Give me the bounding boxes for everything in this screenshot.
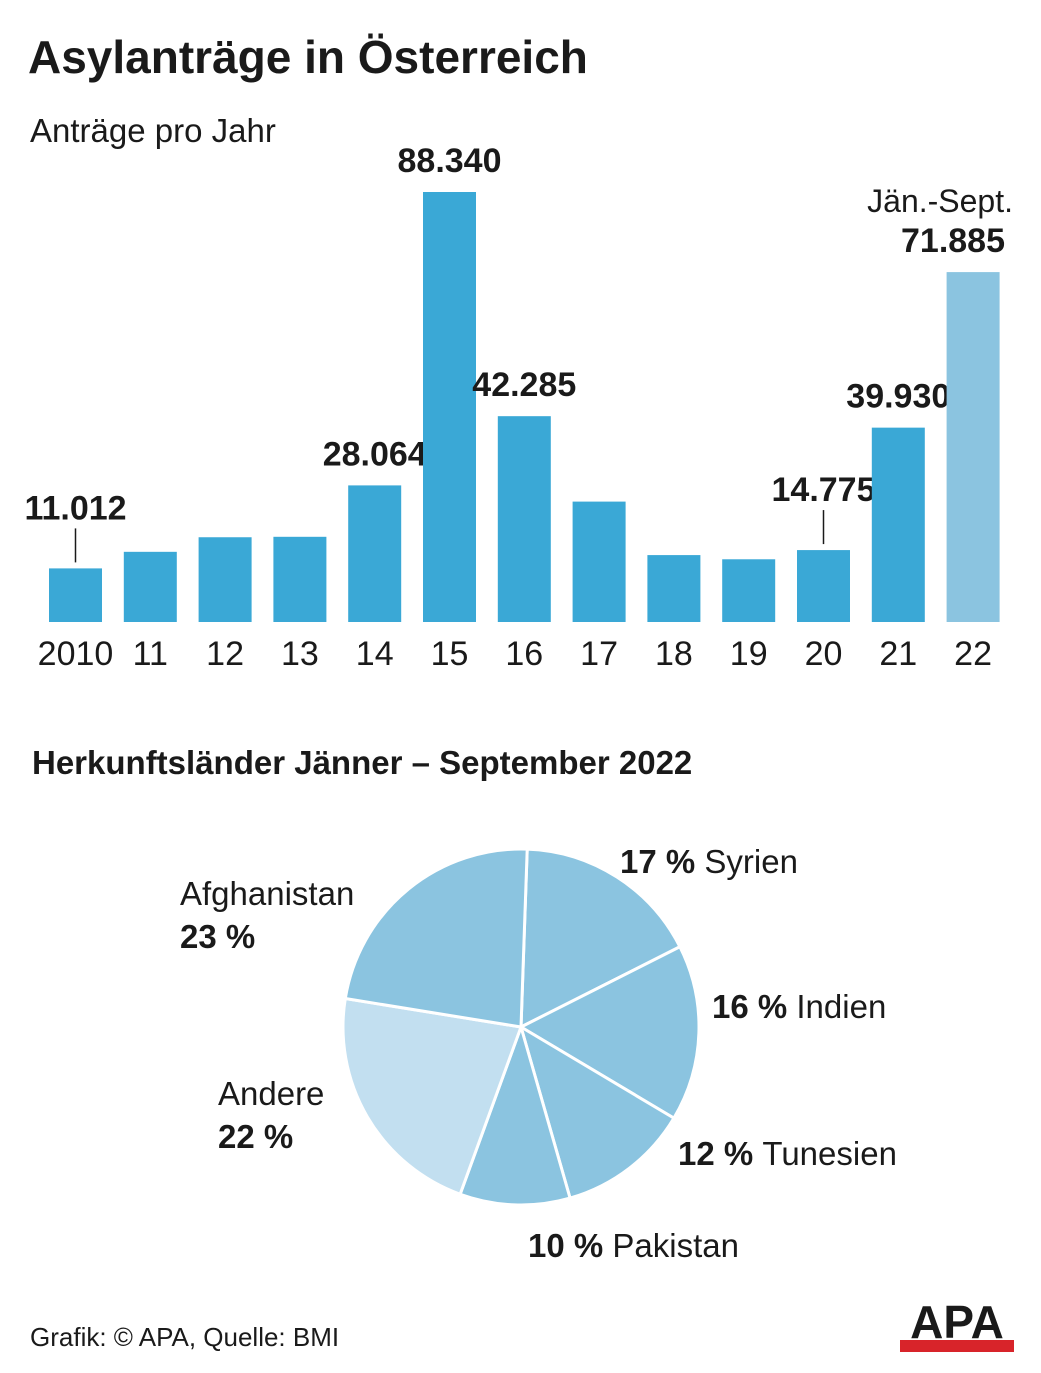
bar-14 [348,485,402,622]
pie-label-percent: 23 % [180,918,255,955]
data-label: 14.775 [772,471,876,509]
chart-subtitle: Anträge pro Jahr [30,112,276,149]
chart-title: Asylanträge in Österreich [28,31,588,83]
bar-12 [198,537,252,622]
bar-16 [497,416,551,622]
x-tick-label: 14 [356,635,394,673]
x-tick-label: 15 [431,635,469,673]
x-tick-label: 13 [281,635,319,673]
x-tick-label: 16 [505,635,543,673]
pie-label-name: Afghanistan [180,875,354,912]
pie-slice-syrien [519,847,682,1030]
bar-11 [123,551,177,622]
bar-17 [572,501,626,622]
pie-label-name: Andere [218,1075,324,1112]
x-tick-label: 20 [805,635,843,673]
x-tick-label: 18 [655,635,693,673]
bar-chart: 2010 11.012 11 12 13 14 28.064 15 88.340 16 42.285… [24,142,1013,673]
bar-15 [423,192,476,622]
x-tick-label: 21 [879,635,917,673]
pie-slice-indien [517,944,701,1121]
partial-year-note: Jän.-Sept. [867,183,1013,219]
bar-19 [722,559,776,622]
bar-18 [647,555,701,622]
source-credit: Grafik: © APA, Quelle: BMI [30,1322,340,1352]
data-label: 88.340 [398,142,502,180]
data-label: 39.930 [846,378,950,416]
bar-21 [871,427,925,622]
pie-label: 10 % Pakistan [528,1227,739,1264]
bar-22 [946,272,1000,622]
pie-label: 17 % Syrien [620,843,798,880]
pie-chart: 17 % Syrien 16 % Indien 12 % Tunesien 10 % … [180,843,897,1264]
pie-slice-andere [341,996,524,1197]
bar-13 [273,536,327,622]
apa-logo: APA [900,1300,1014,1352]
data-label: 28.064 [323,435,427,473]
x-tick-label: 22 [954,635,992,673]
pie-slice-pakistan [458,1022,572,1207]
x-tick-label: 11 [133,635,168,673]
x-tick-label: 19 [730,635,768,673]
x-tick-label: 2010 [38,635,114,673]
pie-label-percent: 22 % [218,1118,293,1155]
data-label: 42.285 [472,366,576,404]
bar-20 [797,550,850,622]
data-label: 71.885 [901,222,1005,260]
bar-2010 [49,568,102,622]
data-label: 11.012 [24,489,126,527]
x-tick-label: 12 [206,635,244,673]
pie-label: 12 % Tunesien [678,1135,897,1172]
x-tick-label: 17 [580,635,618,673]
pie-chart-title: Herkunftsländer Jänner – September 2022 [32,744,693,781]
pie-slice-afghanistan [343,847,529,1029]
pie-label: 16 % Indien [712,988,886,1025]
svg-text:APA: APA [910,1300,1004,1348]
